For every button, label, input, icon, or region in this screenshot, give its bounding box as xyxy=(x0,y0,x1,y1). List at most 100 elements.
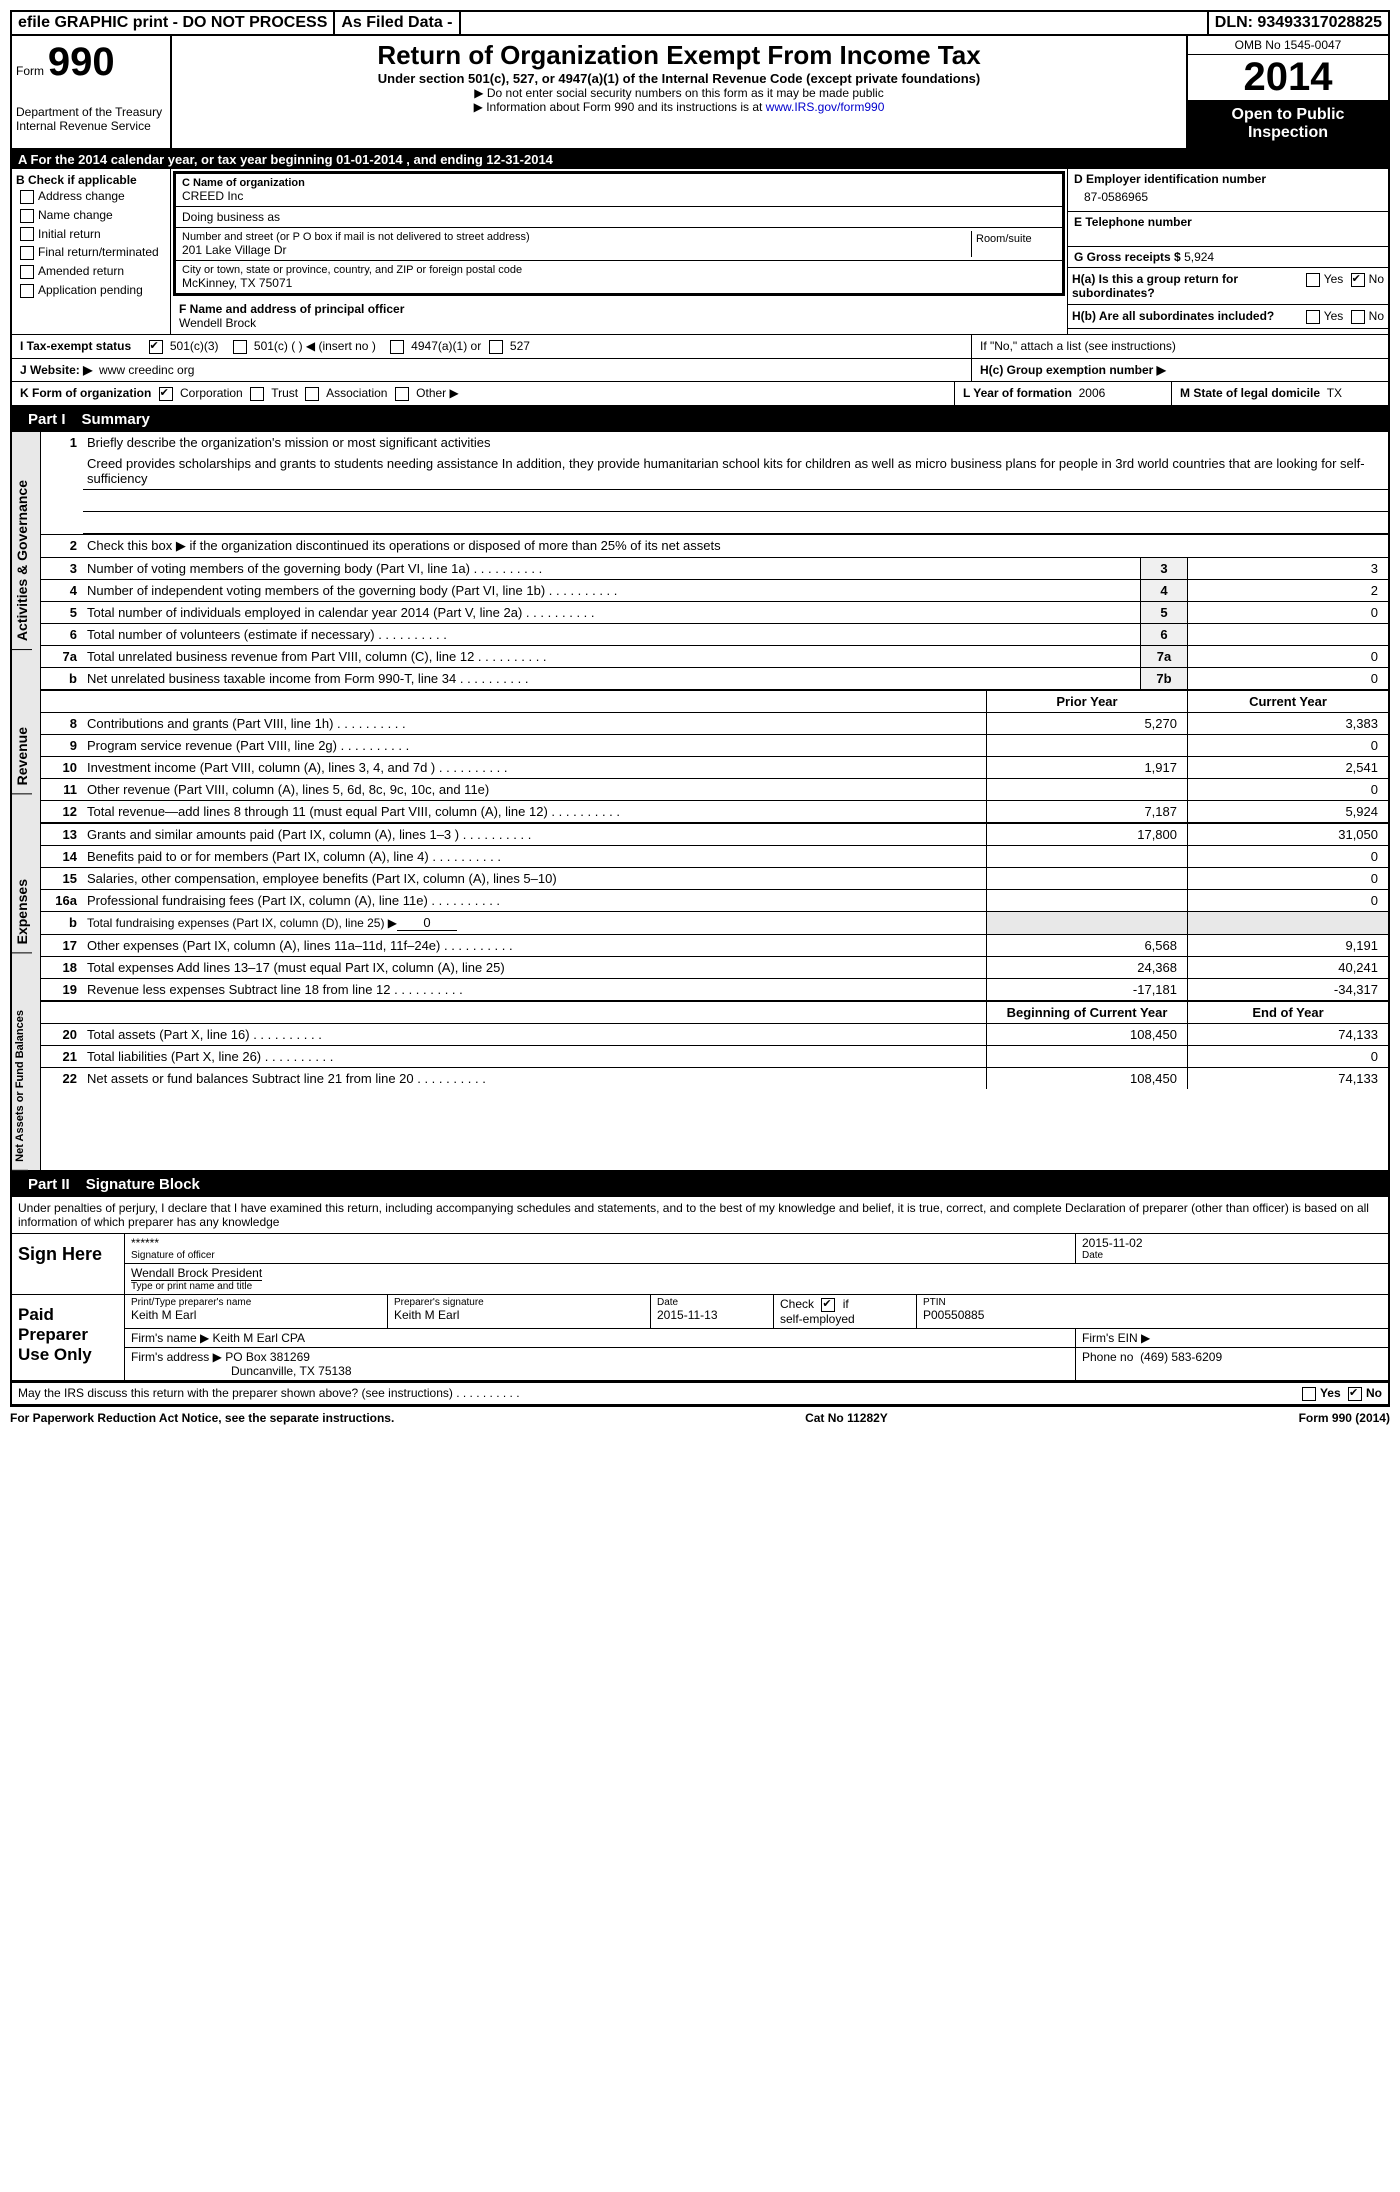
cb-4947[interactable] xyxy=(390,340,404,354)
checkbox-initial[interactable] xyxy=(20,227,34,241)
m-label: M State of legal domicile xyxy=(1180,386,1320,400)
cb-501c3[interactable] xyxy=(149,340,163,354)
prep-sig: Keith M Earl xyxy=(394,1308,644,1322)
part1-header: Part I Summary xyxy=(10,407,1390,432)
website-val: www creedinc org xyxy=(99,363,194,377)
l-label: L Year of formation xyxy=(963,386,1072,400)
cb-discuss-yes[interactable] xyxy=(1302,1387,1316,1401)
cb-other[interactable] xyxy=(395,387,409,401)
ha-yes[interactable] xyxy=(1306,273,1320,287)
part2-header: Part II Signature Block xyxy=(10,1172,1390,1197)
irs-link[interactable]: www.IRS.gov/form990 xyxy=(766,100,885,114)
line15: Salaries, other compensation, employee b… xyxy=(83,868,986,889)
line10: Investment income (Part VIII, column (A)… xyxy=(83,757,986,778)
p12: 7,187 xyxy=(986,801,1187,822)
opt-amended: Amended return xyxy=(38,264,124,278)
room-label: Room/suite xyxy=(976,233,1032,245)
c15: 0 xyxy=(1187,868,1388,889)
officer-name-sig: Wendall Brock President xyxy=(131,1266,262,1281)
mission-text: Creed provides scholarships and grants t… xyxy=(83,453,1388,490)
line16b: Total fundraising expenses (Part IX, col… xyxy=(87,916,397,930)
c9: 0 xyxy=(1187,735,1388,756)
dln: DLN: 93493317028825 xyxy=(1209,12,1388,34)
phone-label: Phone no xyxy=(1082,1350,1133,1364)
as-filed: As Filed Data - xyxy=(335,12,460,34)
val16b: 0 xyxy=(397,915,457,931)
dept-label: Department of the Treasury xyxy=(16,105,166,119)
line1-label: Briefly describe the organization's miss… xyxy=(83,432,1388,453)
cb-501c[interactable] xyxy=(233,340,247,354)
firm-addr-label: Firm's address ▶ xyxy=(131,1350,222,1364)
checkbox-name[interactable] xyxy=(20,209,34,223)
cb-527[interactable] xyxy=(489,340,503,354)
line9: Program service revenue (Part VIII, line… xyxy=(83,735,986,756)
cb-trust[interactable] xyxy=(250,387,264,401)
line19: Revenue less expenses Subtract line 18 f… xyxy=(83,979,986,1000)
row-a-period: A For the 2014 calendar year, or tax yea… xyxy=(10,150,1390,169)
sig-date1: 2015-11-02 xyxy=(1082,1236,1382,1250)
section-bcd: B Check if applicable Address change Nam… xyxy=(10,169,1390,335)
city-label: City or town, state or province, country… xyxy=(182,264,1056,276)
gross-receipts: 5,924 xyxy=(1184,250,1214,264)
efile-notice: efile GRAPHIC print - DO NOT PROCESS xyxy=(12,12,335,34)
val3: 3 xyxy=(1187,558,1388,579)
p13: 17,800 xyxy=(986,824,1187,845)
cb-discuss-no[interactable] xyxy=(1348,1387,1362,1401)
no-label2: No xyxy=(1369,309,1384,323)
g-label: G Gross receipts $ xyxy=(1074,250,1181,264)
checkbox-addr[interactable] xyxy=(20,190,34,204)
hb-no[interactable] xyxy=(1351,310,1365,324)
vtab-gov: Activities & Governance xyxy=(12,472,32,650)
k-assoc: Association xyxy=(326,386,387,400)
yes-label2: Yes xyxy=(1324,309,1344,323)
i-label: I Tax-exempt status xyxy=(20,339,131,353)
firm-addr1: PO Box 381269 xyxy=(225,1350,310,1364)
ein-val: 87-0586965 xyxy=(1074,186,1382,208)
hb-label: H(b) Are all subordinates included? xyxy=(1072,309,1274,323)
officer-name: Wendell Brock xyxy=(179,316,1059,330)
line6: Total number of volunteers (estimate if … xyxy=(83,624,1140,645)
line17: Other expenses (Part IX, column (A), lin… xyxy=(83,935,986,956)
checkbox-pending[interactable] xyxy=(20,284,34,298)
p18: 24,368 xyxy=(986,957,1187,978)
c17: 9,191 xyxy=(1187,935,1388,956)
sig-officer-label: Signature of officer xyxy=(131,1250,1069,1261)
ha-no[interactable] xyxy=(1351,273,1365,287)
p11 xyxy=(986,779,1187,800)
checkbox-final[interactable] xyxy=(20,246,34,260)
cb-assoc[interactable] xyxy=(305,387,319,401)
col-prior: Prior Year xyxy=(986,691,1187,712)
k-label: K Form of organization xyxy=(20,386,151,400)
val7a: 0 xyxy=(1187,646,1388,667)
firm-name: Keith M Earl CPA xyxy=(213,1331,305,1345)
line7a: Total unrelated business revenue from Pa… xyxy=(83,646,1140,667)
c10: 2,541 xyxy=(1187,757,1388,778)
discuss-yes: Yes xyxy=(1320,1386,1341,1400)
line12: Total revenue—add lines 8 through 11 (mu… xyxy=(83,801,986,822)
firm-name-label: Firm's name ▶ xyxy=(131,1331,209,1345)
yes-label: Yes xyxy=(1324,272,1344,286)
opt-name: Name change xyxy=(38,208,113,222)
e20: 74,133 xyxy=(1187,1024,1388,1045)
street-label: Number and street (or P O box if mail is… xyxy=(182,231,971,243)
type-name-label: Type or print name and title xyxy=(131,1281,1382,1292)
e22: 74,133 xyxy=(1187,1068,1388,1089)
c13: 31,050 xyxy=(1187,824,1388,845)
date-label2: Date xyxy=(657,1297,767,1308)
cb-self-emp[interactable] xyxy=(821,1298,835,1312)
val5: 0 xyxy=(1187,602,1388,623)
part2-title: Signature Block xyxy=(78,1174,208,1195)
j-label: J Website: ▶ xyxy=(20,363,92,377)
hb-yes[interactable] xyxy=(1306,310,1320,324)
f-label: F Name and address of principal officer xyxy=(179,302,404,316)
l-val: 2006 xyxy=(1079,386,1106,400)
checkbox-amended[interactable] xyxy=(20,265,34,279)
line2: Check this box ▶ if the organization dis… xyxy=(87,538,721,553)
if-label: if xyxy=(843,1297,849,1311)
b20: 108,450 xyxy=(986,1024,1187,1045)
form-sub3: ▶ Information about Form 990 and its ins… xyxy=(474,100,766,114)
p17: 6,568 xyxy=(986,935,1187,956)
cb-corp[interactable] xyxy=(159,387,173,401)
form-sub2: ▶ Do not enter social security numbers o… xyxy=(182,86,1176,100)
line18: Total expenses Add lines 13–17 (must equ… xyxy=(83,957,986,978)
